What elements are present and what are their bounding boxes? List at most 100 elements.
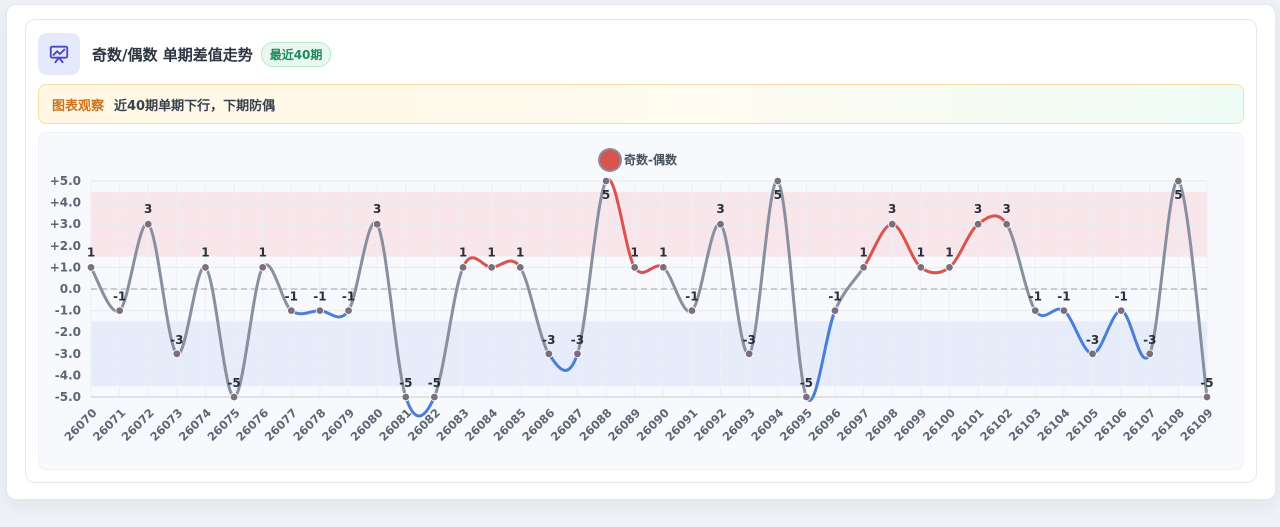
data-point[interactable]: [258, 263, 267, 272]
series-line-segment: [919, 265, 951, 275]
series-line-segment: [404, 395, 436, 418]
legend[interactable]: 奇数-偶数: [598, 148, 678, 172]
data-point[interactable]: [888, 219, 897, 229]
data-point[interactable]: [229, 392, 239, 402]
data-label: -1: [1114, 290, 1127, 304]
observation-text: 近40期单期下行，下期防偶: [114, 98, 276, 114]
series-line-segment: [719, 222, 751, 356]
data-label: -1: [1029, 290, 1042, 304]
data-label: -1: [113, 290, 126, 304]
data-point[interactable]: [573, 349, 582, 358]
data-point[interactable]: [287, 306, 296, 315]
data-point[interactable]: [1202, 392, 1212, 402]
data-point[interactable]: [430, 392, 439, 402]
data-point[interactable]: [372, 219, 382, 229]
data-point[interactable]: [802, 392, 811, 402]
series-line-segment: [490, 259, 522, 269]
data-point[interactable]: [916, 263, 926, 272]
data-point[interactable]: [601, 176, 611, 186]
legend-swatch: [598, 148, 622, 172]
data-label: 3: [144, 202, 152, 216]
y-tick-label: -2.0: [55, 325, 81, 339]
y-tick-label: -1.0: [55, 304, 81, 318]
chart-title: 奇数/偶数 单期差值走势: [92, 45, 253, 64]
data-point[interactable]: [630, 263, 639, 272]
series-line-segment: [1005, 222, 1037, 313]
data-label: 5: [774, 188, 782, 202]
data-point[interactable]: [830, 306, 840, 315]
data-label: 3: [888, 202, 896, 216]
data-point[interactable]: [544, 349, 554, 358]
y-tick-label: +1.0: [50, 260, 81, 274]
data-point[interactable]: [315, 306, 325, 315]
data-point[interactable]: [487, 263, 496, 272]
data-point[interactable]: [716, 219, 725, 229]
page-panel: 奇数/偶数 单期差值走势 最近40期 图表观察 近40期单期下行，下期防偶 +5…: [6, 4, 1276, 500]
series-line-segment: [232, 265, 265, 399]
data-point[interactable]: [144, 219, 153, 229]
legend-label: 奇数-偶数: [624, 152, 678, 167]
series-line-segment: [203, 265, 236, 399]
series-line-segment: [1033, 307, 1066, 318]
data-point[interactable]: [1031, 306, 1040, 315]
data-point[interactable]: [86, 263, 96, 272]
data-point[interactable]: [172, 349, 182, 358]
data-label: 3: [974, 202, 982, 216]
series-line-segment: [1176, 179, 1209, 399]
series-line-segment: [547, 352, 579, 372]
series-line-segment: [575, 179, 608, 356]
data-label: -3: [742, 333, 755, 347]
data-label: 3: [716, 202, 724, 216]
data-label: 1: [945, 245, 953, 259]
data-label: 5: [602, 188, 610, 202]
data-point[interactable]: [687, 306, 697, 315]
data-point[interactable]: [659, 263, 668, 272]
data-point[interactable]: [945, 263, 954, 272]
data-point[interactable]: [401, 392, 410, 402]
series-line-segment: [1148, 179, 1180, 356]
data-point[interactable]: [1174, 176, 1183, 186]
period-badge: 最近40期: [260, 41, 332, 67]
data-point[interactable]: [859, 263, 868, 272]
data-point[interactable]: [1059, 306, 1069, 315]
data-point[interactable]: [115, 306, 124, 315]
data-label: -1: [685, 290, 698, 304]
series-line-segment: [146, 222, 179, 356]
data-point[interactable]: [344, 306, 353, 315]
data-point[interactable]: [201, 263, 210, 272]
data-label: -5: [399, 376, 412, 390]
data-label: -1: [1057, 290, 1070, 304]
series-line-segment: [261, 263, 293, 313]
series-line-segment: [432, 265, 465, 399]
data-point[interactable]: [973, 219, 983, 229]
observation-label: 图表观察: [52, 98, 105, 114]
chart-area: +5.0 +4.0 +3.0 +2.0 +1.0 0.0 -1.0 -2.0 -3.0 -4.0 -…: [38, 132, 1244, 470]
y-tick-label: -5.0: [55, 390, 81, 404]
data-point[interactable]: [744, 349, 754, 358]
series-line-segment: [633, 264, 665, 274]
series-line-segment: [804, 309, 837, 402]
data-point[interactable]: [1145, 349, 1154, 358]
data-label: 5: [1174, 188, 1182, 202]
series-line-segment: [318, 309, 351, 319]
data-label: -1: [313, 290, 326, 304]
data-point[interactable]: [1116, 306, 1126, 315]
data-label: -3: [1086, 333, 1099, 347]
data-label: 3: [373, 202, 381, 216]
data-label: -3: [170, 333, 183, 347]
data-point[interactable]: [1002, 219, 1011, 229]
series-line-segment: [776, 179, 808, 399]
y-tick-label: +2.0: [50, 239, 81, 253]
data-label: -1: [342, 290, 355, 304]
x-tick-label: 26109: [1177, 406, 1215, 444]
data-point[interactable]: [1088, 349, 1097, 358]
observation-banner: 图表观察 近40期单期下行，下期防偶: [38, 84, 1244, 124]
data-label: 1: [459, 245, 467, 259]
data-point[interactable]: [516, 263, 525, 272]
data-point[interactable]: [458, 263, 468, 272]
data-label: 3: [1003, 202, 1011, 216]
y-tick-label: +5.0: [50, 174, 81, 188]
y-tick-label: +4.0: [50, 196, 81, 210]
y-tick-label: -4.0: [55, 368, 81, 382]
data-point[interactable]: [773, 176, 782, 186]
